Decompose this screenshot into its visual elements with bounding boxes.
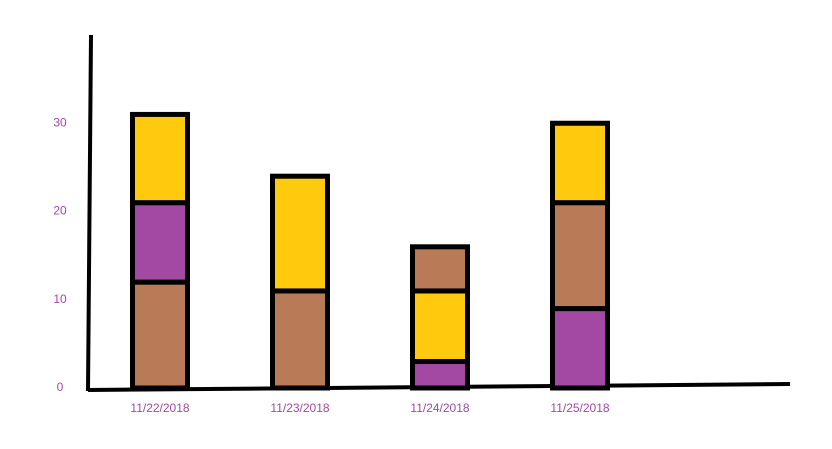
bar-segment [270,173,330,294]
bar-segment [130,111,190,206]
x-tick-label: 11/25/2018 [550,401,609,415]
y-tick-label: 30 [53,115,67,129]
bar-segment [410,288,470,365]
y-tick-label: 0 [57,380,64,394]
bar-segment [270,288,330,391]
x-tick-label: 11/22/2018 [130,401,189,415]
x-tick-label: 11/23/2018 [270,401,329,415]
bar-segment [130,279,190,391]
bar-segment [550,120,610,206]
x-tick-label: 11/24/2018 [410,401,469,415]
y-tick-label: 10 [53,292,67,306]
bar-segment [550,200,610,312]
bar-segment [410,359,470,391]
bar-segment [410,244,470,294]
bar-segment [130,200,190,285]
bar-segment [550,306,610,391]
y-axis [86,34,93,392]
y-tick-label: 20 [53,204,67,218]
